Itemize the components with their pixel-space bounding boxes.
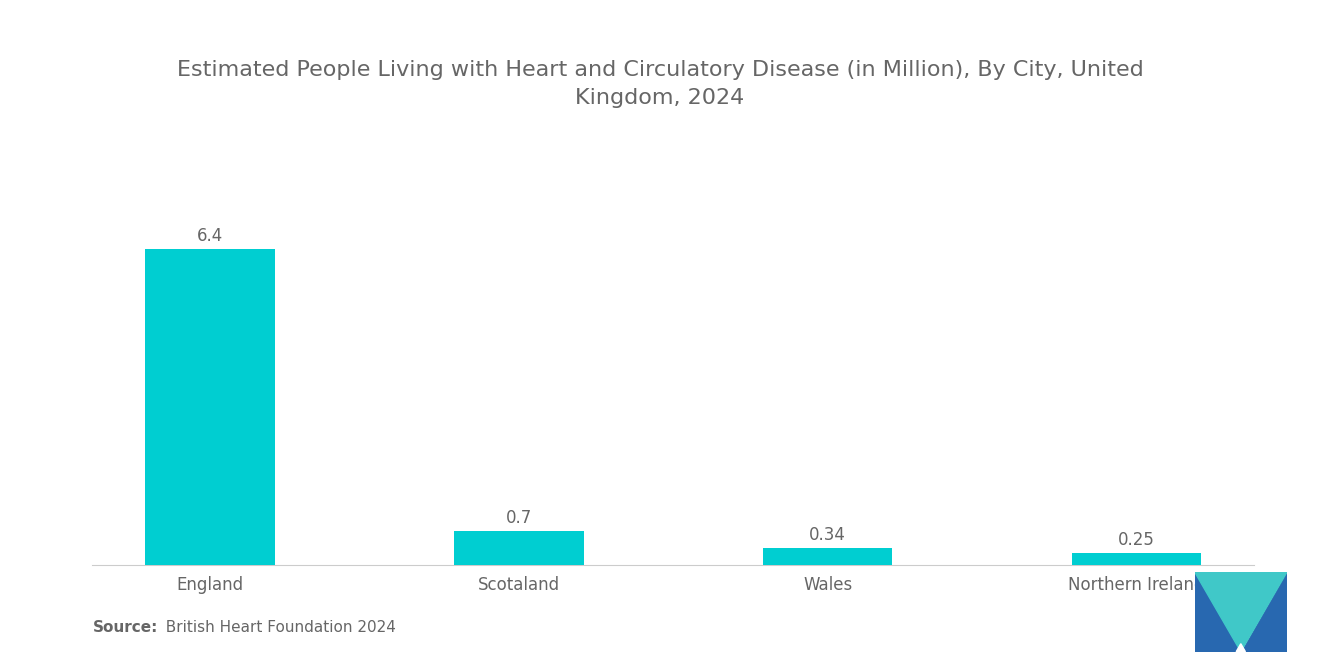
Polygon shape [1237,644,1246,652]
Text: 0.7: 0.7 [506,509,532,527]
Text: 6.4: 6.4 [197,227,223,245]
Text: Source:: Source: [92,620,158,635]
Bar [145,249,275,565]
Polygon shape [1241,572,1287,652]
Polygon shape [1195,572,1241,652]
Text: 0.34: 0.34 [809,527,846,545]
Text: Estimated People Living with Heart and Circulatory Disease (in Million), By City: Estimated People Living with Heart and C… [177,60,1143,108]
Bar [454,531,583,565]
Bar [763,549,892,565]
Text: 0.25: 0.25 [1118,531,1155,549]
Polygon shape [1241,572,1287,652]
Bar [1072,553,1201,565]
Polygon shape [1195,572,1241,652]
Text: British Heart Foundation 2024: British Heart Foundation 2024 [156,620,396,635]
